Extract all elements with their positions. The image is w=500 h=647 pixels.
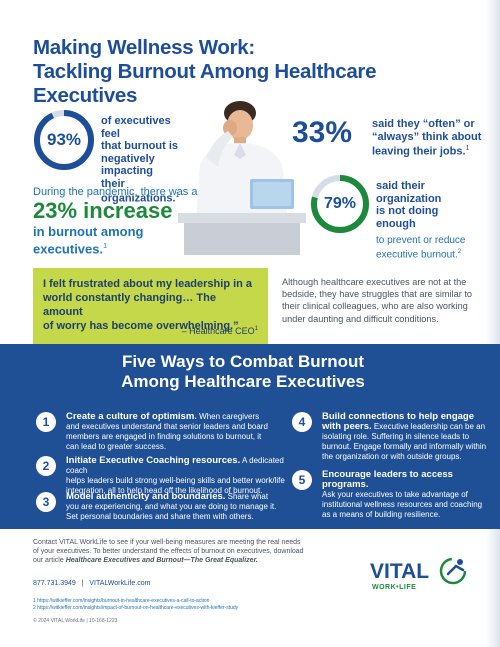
page-edge-shadow	[486, 0, 500, 647]
footer-cta: Contact VITAL WorkLife to see if your we…	[33, 539, 304, 564]
article-link[interactable]: Healthcare Executives and Burnout—The Gr…	[65, 557, 258, 564]
vital-worklife-logo: VITAL WORK•LIFE	[370, 556, 480, 596]
way-item-4: 4 Build connections to help engage with …	[292, 412, 487, 468]
stat-79-ring: 79%	[310, 174, 370, 234]
footer: Contact VITAL WorkLife to see if your we…	[33, 538, 333, 624]
title-line-1: Making Wellness Work:	[33, 36, 255, 59]
stressed-executive-illustration	[178, 101, 306, 255]
way-number-2: 2	[36, 456, 56, 476]
stat-23-intro: During the pandemic, there was a	[33, 186, 198, 198]
stat-33-text: said they “often” or “always” think abou…	[372, 118, 482, 158]
reference-2[interactable]: 2 https://witkieffer.com/insights/impact…	[33, 605, 239, 611]
stat-33-value: 33%	[292, 116, 353, 149]
way-item-3: 3 Model authenticity and boundaries. Sha…	[36, 492, 281, 524]
page-title: Making Wellness Work: Tackling Burnout A…	[33, 36, 483, 108]
title-line-2: Tackling Burnout Among Healthcare Execut…	[33, 60, 377, 107]
quote-text: I felt frustrated about my leadership in…	[43, 278, 253, 332]
footer-contact: 877.731.3949 | VITALWorkLife.com	[33, 580, 151, 587]
stat-79-followup: to prevent or reduce executive burnout.2	[376, 235, 466, 260]
five-ways-section	[0, 344, 500, 529]
quote-attribution: – Healthcare CEO1	[181, 326, 258, 336]
reference-1[interactable]: 1 https://witkieffer.com/insights/burnou…	[33, 598, 210, 604]
quote-box: I felt frustrated about my leadership in…	[33, 268, 268, 344]
stat-23-value: 23% increase	[33, 198, 173, 223]
stat-93-value: 93%	[46, 130, 82, 149]
five-ways-title: Five Ways to Combat Burnout Among Health…	[121, 352, 365, 391]
footer-references: 1 https://witkieffer.com/insights/burnou…	[33, 598, 333, 624]
way-item-5: 5 Encourage leaders to access programs. …	[292, 470, 487, 519]
ring-79-icon	[311, 175, 369, 233]
way-number-4: 4	[292, 412, 312, 432]
stat-79-value: 79%	[323, 195, 357, 212]
way-number-3: 3	[36, 492, 56, 512]
way-number-1: 1	[36, 412, 56, 432]
ring-93-icon	[34, 110, 94, 170]
way-number-5: 5	[292, 470, 312, 490]
way-item-2: 2 Initiate Executive Coaching resources.…	[36, 456, 285, 495]
logo-figure-icon	[439, 557, 467, 585]
way-item-1: 1 Create a culture of optimism. When car…	[36, 412, 281, 454]
stat-79-text: said their organization is not doing eno…	[376, 180, 442, 230]
stat-93-text: of executives feel that burnout is negat…	[101, 115, 180, 205]
copyright: © 2024 VITAL WorkLife | 10-168-1223	[33, 618, 118, 624]
quote-context-text: Although healthcare executives are not a…	[282, 277, 472, 324]
website-link[interactable]: VITALWorkLife.com	[89, 580, 151, 587]
stat-23-text: in burnout among executives.1	[33, 224, 144, 257]
stat-93-ring: 93%	[33, 109, 95, 171]
phone-number[interactable]: 877.731.3949	[33, 580, 76, 587]
